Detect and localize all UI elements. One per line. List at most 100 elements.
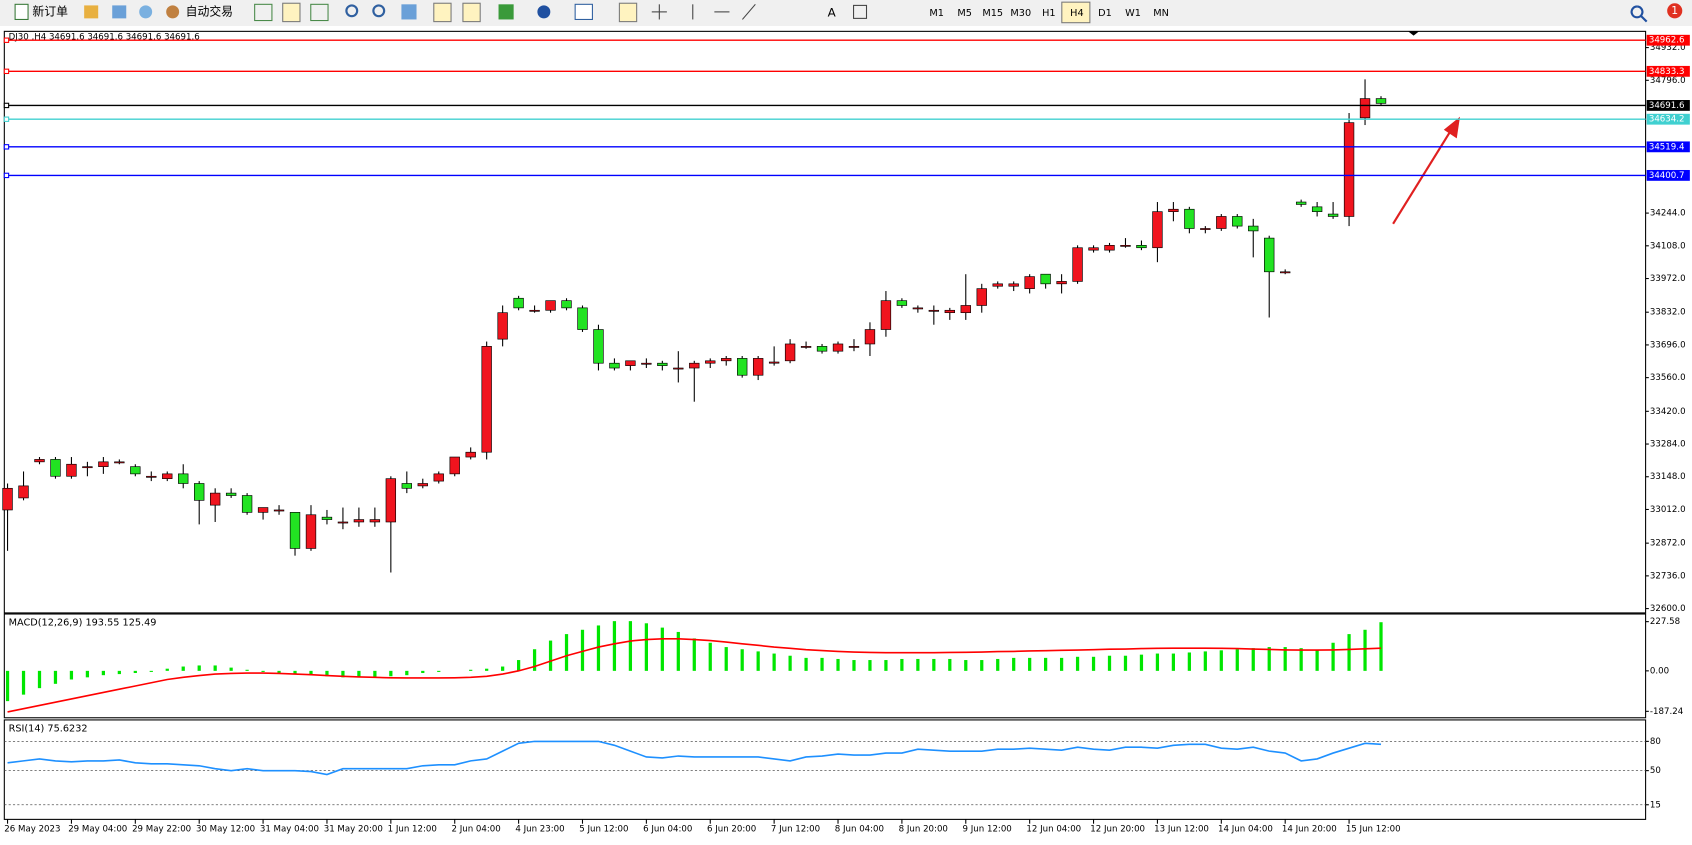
new-order-icon[interactable] [14,3,29,20]
candle-body [321,516,333,520]
notification-badge[interactable] [1667,3,1683,19]
candle-body [385,478,397,523]
candle-body [768,361,780,364]
icon[interactable] [112,5,127,19]
trendline[interactable] [741,3,756,20]
y-tick-label: 33832.0 [1650,308,1686,318]
candle-body [241,495,253,513]
zoom-in[interactable] [345,4,359,18]
candle-body [18,485,29,499]
y-tick-label: 34244.0 [1650,209,1686,219]
shift-marker [1408,31,1419,36]
y-tick-label: 33284.0 [1650,440,1686,450]
candle-body [34,459,45,463]
y-tick-label: 32736.0 [1650,571,1686,581]
y-tick-label: 50 [1650,766,1661,776]
timeframe[interactable]: H1 [1042,8,1055,19]
candle-body [1104,245,1115,251]
x-tick-label: 9 Jun 12:00 [963,825,1012,835]
candle-body [848,346,860,348]
x-tick-label: 29 May 04:00 [68,825,127,835]
icon[interactable] [282,2,301,23]
icon[interactable] [433,2,452,23]
candle-body [1375,98,1387,104]
timeframe[interactable]: MN [1153,8,1169,19]
candle-body [369,519,381,523]
active-timeframe [1061,1,1091,24]
price-line-label: 34691.6 [1649,101,1685,111]
x-tick-label: 7 Jun 12:00 [771,825,820,835]
auto-trading[interactable]: 自动交易 [186,4,233,18]
candle-body [784,343,796,362]
y-tick-label: 33560.0 [1650,373,1686,383]
auto-trading-icon[interactable] [166,5,180,19]
candle-body [1327,213,1339,217]
x-tick-label: 12 Jun 04:00 [1026,825,1081,835]
candle-body [1168,208,1179,212]
text-tool[interactable]: A [828,5,837,19]
horizontal-level-handle [3,37,10,43]
candle-body [545,300,556,311]
candle-body [513,297,524,309]
icon[interactable] [139,5,153,19]
new-order[interactable]: 新订单 [32,4,68,18]
indicators[interactable] [498,4,514,20]
candle-body [194,483,205,501]
horizontal-level-label: 34962.6 [1649,36,1685,46]
indicator-line [7,638,1382,713]
candle-body [497,312,508,340]
macd-panel [3,613,1647,719]
candle-body [721,358,732,362]
icon[interactable] [84,5,99,19]
timeframe[interactable]: H4 [1070,8,1083,19]
arrow-head [1443,116,1460,139]
timeframe[interactable]: W1 [1125,8,1141,19]
candle-body [1216,216,1227,229]
chart-window [0,28,1692,841]
y-tick-label: 33148.0 [1650,472,1686,482]
candle-body [66,463,77,477]
candle-body [114,461,125,464]
toolbar-items: 新订单 自动交易 A 1 [14,1,1683,24]
x-tick-label: 30 May 12:00 [196,825,255,835]
templates[interactable] [574,3,593,20]
candle-body [864,329,876,345]
chart-header: DJ30 ,H4 34691.6 34691.6 34691.6 34691.6 [9,32,200,42]
candle-body [1184,208,1195,229]
y-tick-label: 33972.0 [1650,274,1686,284]
candle-body [225,492,237,496]
candle-body [625,360,636,366]
x-tick-label: 12 Jun 20:00 [1090,825,1145,835]
timeframe[interactable]: M15 [982,8,1003,19]
search[interactable] [1630,5,1648,23]
timeframe[interactable]: M1 [929,8,944,19]
timeframe[interactable]: D1 [1098,8,1112,19]
icon[interactable] [254,3,273,22]
zoom-out[interactable] [372,4,386,18]
x-tick-label: 13 Jun 12:00 [1154,825,1209,835]
candle-body [305,514,317,549]
x-tick-label: 6 Jun 04:00 [643,825,692,835]
icon[interactable] [310,3,329,22]
x-tick-label: 8 Jun 04:00 [835,825,884,835]
candle-body [401,483,412,489]
timeframe[interactable]: M30 [1010,8,1031,19]
x-tick-label: 6 Jun 20:00 [707,825,756,835]
candle-body [689,362,700,369]
candle-body [976,288,987,306]
tile[interactable] [401,4,417,20]
candle-body [832,343,844,352]
horizontal-level-label-bg [1646,113,1690,125]
icon[interactable] [462,2,481,23]
y-tick-label: 80 [1650,737,1661,747]
label-tool[interactable] [853,4,868,19]
candle-body [593,329,604,364]
timeframe[interactable]: M5 [957,8,972,19]
cursor[interactable] [618,2,638,23]
candle-body [737,358,748,376]
periods[interactable] [537,5,551,19]
y-tick-label: 227.58 [1650,617,1680,627]
horizontal-level-handle [3,68,10,75]
y-tick-label: 33012.0 [1650,505,1686,515]
